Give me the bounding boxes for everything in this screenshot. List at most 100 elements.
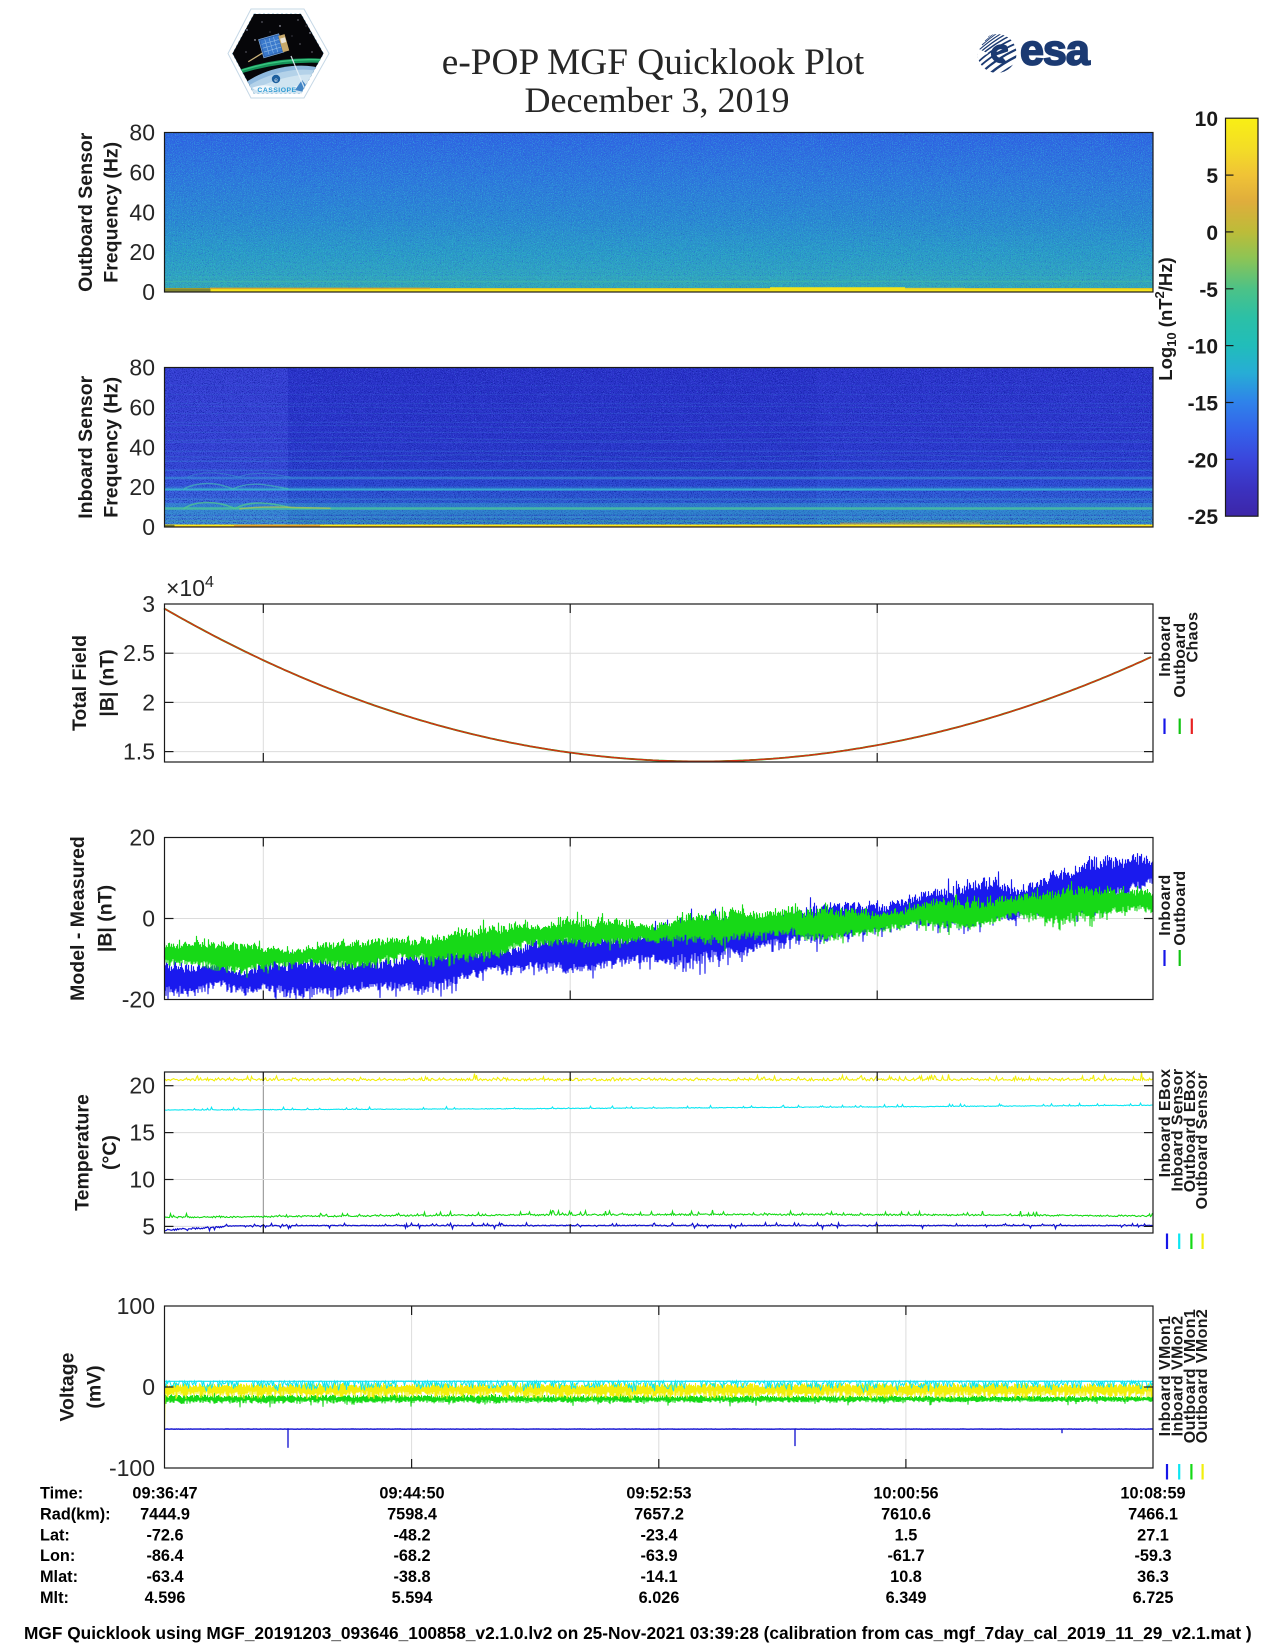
svg-text:|B| (nT): |B| (nT) bbox=[97, 649, 119, 716]
svg-text:Outboard: Outboard bbox=[1172, 870, 1189, 945]
svg-text:10.8: 10.8 bbox=[890, 1568, 922, 1586]
svg-text:27.1: 27.1 bbox=[1137, 1526, 1169, 1544]
svg-text:7598.4: 7598.4 bbox=[387, 1505, 437, 1523]
svg-text:-72.6: -72.6 bbox=[146, 1526, 183, 1544]
svg-text:2: 2 bbox=[142, 689, 155, 715]
svg-text:1.5: 1.5 bbox=[123, 739, 155, 765]
svg-text:20: 20 bbox=[129, 239, 155, 265]
svg-text:Mlt:: Mlt: bbox=[40, 1589, 69, 1607]
svg-text:09:36:47: 09:36:47 bbox=[132, 1485, 197, 1503]
svg-text:-68.2: -68.2 bbox=[393, 1547, 430, 1565]
svg-text:-86.4: -86.4 bbox=[146, 1547, 183, 1565]
svg-text:40: 40 bbox=[129, 199, 155, 225]
svg-text:09:52:53: 09:52:53 bbox=[626, 1485, 691, 1503]
svg-text:1.5: 1.5 bbox=[895, 1526, 918, 1544]
svg-text:Mlat:: Mlat: bbox=[40, 1568, 78, 1586]
svg-text:10:00:56: 10:00:56 bbox=[873, 1485, 938, 1503]
svg-text:6.349: 6.349 bbox=[886, 1589, 927, 1607]
svg-text:(°C): (°C) bbox=[99, 1135, 121, 1170]
svg-text:0: 0 bbox=[142, 279, 155, 305]
svg-text:Total Field: Total Field bbox=[69, 635, 91, 731]
svg-text:4.596: 4.596 bbox=[145, 1589, 186, 1607]
svg-text:36.3: 36.3 bbox=[1137, 1568, 1169, 1586]
svg-text:5: 5 bbox=[1206, 165, 1218, 188]
svg-text:-20: -20 bbox=[1188, 449, 1218, 472]
svg-text:80: 80 bbox=[129, 355, 155, 381]
svg-text:5: 5 bbox=[142, 1213, 155, 1239]
svg-text:(mV): (mV) bbox=[84, 1365, 106, 1408]
svg-text:-15: -15 bbox=[1188, 392, 1219, 415]
svg-text:7444.9: 7444.9 bbox=[140, 1505, 190, 1523]
svg-text:Inboard EBox: Inboard EBox bbox=[1157, 1069, 1174, 1178]
svg-text:-63.9: -63.9 bbox=[640, 1547, 677, 1565]
svg-text:Inboard: Inboard bbox=[1157, 874, 1174, 935]
svg-text:15: 15 bbox=[129, 1120, 155, 1146]
svg-text:Temperature: Temperature bbox=[72, 1094, 94, 1211]
svg-text:Voltage: Voltage bbox=[57, 1352, 79, 1421]
svg-text:Inboard: Inboard bbox=[1157, 615, 1174, 676]
svg-text:Outboard Sensor: Outboard Sensor bbox=[75, 132, 97, 292]
svg-text:CASSIOPE: CASSIOPE bbox=[257, 87, 296, 94]
svg-text:Frequency (Hz): Frequency (Hz) bbox=[101, 142, 123, 283]
svg-text:Rad(km):: Rad(km): bbox=[40, 1505, 111, 1523]
svg-text:Inboard VMon2: Inboard VMon2 bbox=[1169, 1316, 1186, 1437]
svg-text:20: 20 bbox=[129, 825, 155, 851]
svg-text:6.725: 6.725 bbox=[1133, 1589, 1174, 1607]
svg-text:-5: -5 bbox=[1199, 279, 1218, 302]
svg-text:09:44:50: 09:44:50 bbox=[379, 1485, 444, 1503]
svg-text:Time:: Time: bbox=[40, 1485, 83, 1503]
svg-text:Inboard VMon1: Inboard VMon1 bbox=[1157, 1316, 1174, 1437]
svg-text:-20: -20 bbox=[122, 987, 155, 1013]
svg-text:e: e bbox=[274, 77, 278, 84]
svg-text:60: 60 bbox=[129, 394, 155, 420]
svg-text:5.594: 5.594 bbox=[392, 1589, 433, 1607]
svg-text:-14.1: -14.1 bbox=[640, 1568, 677, 1586]
svg-text:6.026: 6.026 bbox=[639, 1589, 680, 1607]
svg-text:Chaos: Chaos bbox=[1185, 612, 1202, 663]
svg-text:Lon:: Lon: bbox=[40, 1547, 75, 1565]
svg-text:-61.7: -61.7 bbox=[887, 1547, 924, 1565]
svg-text:-25: -25 bbox=[1188, 506, 1219, 529]
svg-text:Lat:: Lat: bbox=[40, 1526, 70, 1544]
svg-text:2.5: 2.5 bbox=[123, 640, 155, 666]
svg-text:7657.2: 7657.2 bbox=[634, 1505, 684, 1523]
svg-text:-38.8: -38.8 bbox=[393, 1568, 430, 1586]
svg-text:-100: -100 bbox=[109, 1455, 155, 1481]
svg-text:0: 0 bbox=[1206, 222, 1218, 245]
svg-text:20: 20 bbox=[129, 474, 155, 500]
svg-text:Outboard VMon2: Outboard VMon2 bbox=[1194, 1309, 1211, 1443]
svg-text:0: 0 bbox=[142, 514, 155, 540]
svg-text:0: 0 bbox=[142, 906, 155, 932]
svg-text:3: 3 bbox=[142, 591, 155, 617]
svg-text:-23.4: -23.4 bbox=[640, 1526, 677, 1544]
svg-text:10: 10 bbox=[1195, 108, 1218, 131]
svg-text:10: 10 bbox=[129, 1167, 155, 1193]
svg-text:20: 20 bbox=[129, 1073, 155, 1099]
svg-text:e-POP MGF Quicklook Plot: e-POP MGF Quicklook Plot bbox=[442, 42, 865, 83]
svg-text:7610.6: 7610.6 bbox=[881, 1505, 931, 1523]
svg-text:Outboard EBox: Outboard EBox bbox=[1182, 1070, 1199, 1193]
svg-text:7466.1: 7466.1 bbox=[1128, 1505, 1178, 1523]
svg-text:60: 60 bbox=[129, 159, 155, 185]
svg-text:-63.4: -63.4 bbox=[146, 1568, 183, 1586]
svg-text:Outboard VMon1: Outboard VMon1 bbox=[1182, 1309, 1199, 1443]
svg-text:Frequency (Hz): Frequency (Hz) bbox=[101, 377, 123, 518]
svg-text:10:08:59: 10:08:59 bbox=[1120, 1485, 1185, 1503]
svg-text:-59.3: -59.3 bbox=[1134, 1547, 1171, 1565]
svg-text:MGF Quicklook using MGF_201912: MGF Quicklook using MGF_20191203_093646_… bbox=[24, 1623, 1252, 1643]
svg-text:-10: -10 bbox=[1188, 336, 1218, 359]
svg-text:Log10 (nT2/Hz): Log10 (nT2/Hz) bbox=[1152, 257, 1179, 380]
svg-text:Inboard Sensor: Inboard Sensor bbox=[75, 375, 97, 518]
svg-text:Inboard Sensor: Inboard Sensor bbox=[1169, 1069, 1186, 1192]
svg-text:-48.2: -48.2 bbox=[393, 1526, 430, 1544]
svg-text:December 3, 2019: December 3, 2019 bbox=[525, 80, 790, 120]
svg-text:40: 40 bbox=[129, 434, 155, 460]
svg-text:100: 100 bbox=[117, 1293, 155, 1319]
svg-text:esa: esa bbox=[1020, 27, 1091, 75]
svg-text:Outboard Sensor: Outboard Sensor bbox=[1194, 1073, 1211, 1210]
svg-text:Outboard: Outboard bbox=[1172, 622, 1189, 697]
svg-text:|B| (nT): |B| (nT) bbox=[95, 885, 117, 952]
svg-text:80: 80 bbox=[129, 120, 155, 146]
svg-text:0: 0 bbox=[142, 1374, 155, 1400]
svg-text:Model - Measured: Model - Measured bbox=[67, 836, 89, 1001]
